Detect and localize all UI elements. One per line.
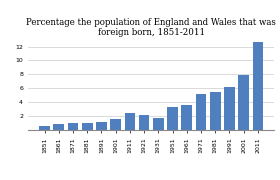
Bar	[210, 92, 221, 130]
Bar	[53, 124, 64, 130]
Bar	[167, 107, 178, 130]
Bar	[181, 105, 192, 130]
Bar	[68, 123, 78, 130]
Bar	[82, 123, 92, 130]
Bar	[253, 42, 263, 130]
Bar	[224, 87, 235, 130]
Bar	[125, 113, 135, 130]
Bar	[153, 118, 164, 130]
Bar	[39, 126, 50, 130]
Bar	[238, 75, 249, 130]
Bar	[96, 122, 107, 130]
Bar	[196, 94, 206, 130]
Title: Percentage the population of England and Wales that was
foreign born, 1851-2011: Percentage the population of England and…	[26, 18, 276, 37]
Bar	[139, 115, 150, 130]
Bar	[110, 119, 121, 130]
